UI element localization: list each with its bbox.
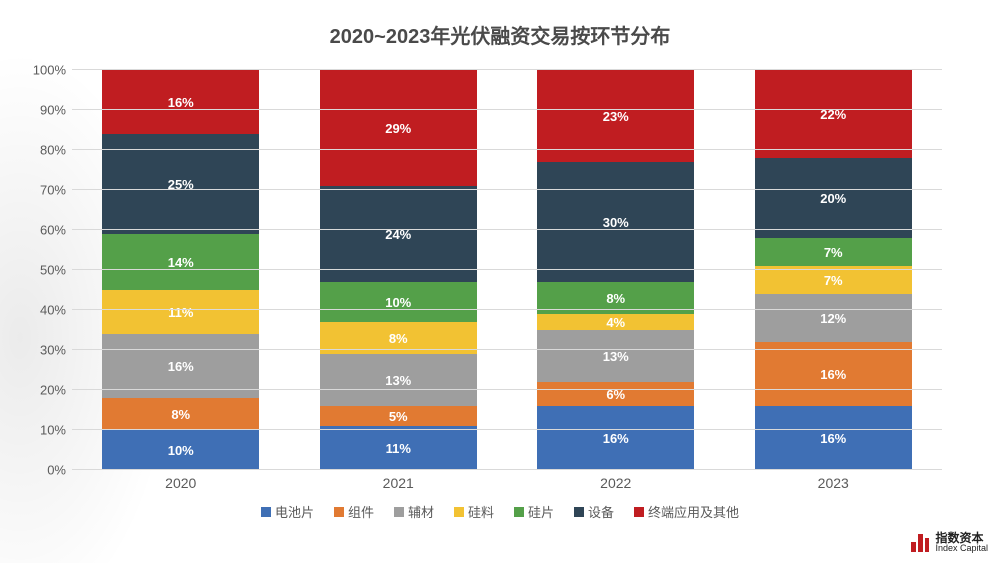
- legend-item: 组件: [334, 502, 374, 521]
- page: 2020~2023年光伏融资交易按环节分布 10%8%16%11%14%25%1…: [0, 0, 1000, 563]
- y-axis-tick-label: 90%: [24, 103, 66, 118]
- bar-segment: 7%: [755, 266, 912, 294]
- y-axis-tick-label: 50%: [24, 263, 66, 278]
- gridline: [72, 389, 942, 390]
- gridline: [72, 69, 942, 70]
- gridline: [72, 309, 942, 310]
- legend-swatch-icon: [261, 507, 271, 517]
- legend-swatch-icon: [454, 507, 464, 517]
- bar-segment: 10%: [102, 430, 259, 470]
- x-axis-tick-label: 2020: [165, 475, 196, 491]
- y-axis-tick-label: 20%: [24, 383, 66, 398]
- legend-label: 硅料: [468, 502, 494, 521]
- gridline: [72, 189, 942, 190]
- legend-item: 终端应用及其他: [634, 502, 739, 521]
- gridline: [72, 469, 942, 470]
- brand-bar: [911, 542, 916, 552]
- bar-segment: 4%: [537, 314, 694, 330]
- brand-mark-icon: [911, 534, 929, 552]
- brand-text: 指数资本 Index Capital: [935, 532, 988, 553]
- bar-segment: 13%: [537, 330, 694, 382]
- x-axis-tick-label: 2023: [818, 475, 849, 491]
- legend-label: 硅片: [528, 502, 554, 521]
- y-axis-tick-label: 10%: [24, 423, 66, 438]
- bar-segment: 10%: [320, 282, 477, 322]
- chart-x-axis-labels: 2020 2021 2022 2023: [72, 475, 942, 495]
- legend-label: 终端应用及其他: [648, 502, 739, 521]
- y-axis-tick-label: 40%: [24, 303, 66, 318]
- gridline: [72, 429, 942, 430]
- gridline: [72, 349, 942, 350]
- bar-segment: 6%: [537, 382, 694, 406]
- legend-label: 组件: [348, 502, 374, 521]
- bar-column: 10%8%16%11%14%25%16%: [102, 70, 259, 470]
- x-axis-tick-label: 2021: [383, 475, 414, 491]
- bar-segment: 20%: [755, 158, 912, 238]
- y-axis-tick-label: 80%: [24, 143, 66, 158]
- legend-item: 电池片: [261, 502, 314, 521]
- y-axis-tick-label: 70%: [24, 183, 66, 198]
- brand-bar: [925, 538, 930, 552]
- x-axis-tick-label: 2022: [600, 475, 631, 491]
- legend-swatch-icon: [334, 507, 344, 517]
- y-axis-tick-label: 60%: [24, 223, 66, 238]
- bar-segment: 30%: [537, 162, 694, 282]
- bar-segment: 24%: [320, 186, 477, 282]
- bar-segment: 16%: [755, 342, 912, 406]
- bar-segment: 11%: [102, 290, 259, 334]
- bar-segment: 16%: [537, 406, 694, 470]
- bar-segment: 11%: [320, 426, 477, 470]
- chart-bars: 10%8%16%11%14%25%16%11%5%13%8%10%24%29%1…: [72, 70, 942, 470]
- legend-item: 辅材: [394, 502, 434, 521]
- gridline: [72, 109, 942, 110]
- gridline: [72, 229, 942, 230]
- bar-segment: 22%: [755, 70, 912, 158]
- legend-item: 硅料: [454, 502, 494, 521]
- bar-segment: 16%: [102, 70, 259, 134]
- bar-column: 16%6%13%4%8%30%23%: [537, 70, 694, 470]
- bar-column: 11%5%13%8%10%24%29%: [320, 70, 477, 470]
- bar-segment: 8%: [102, 398, 259, 430]
- brand-bar: [918, 534, 923, 552]
- brand-name-en: Index Capital: [935, 544, 988, 553]
- legend-swatch-icon: [514, 507, 524, 517]
- legend-swatch-icon: [634, 507, 644, 517]
- y-axis-tick-label: 0%: [24, 463, 66, 478]
- legend-swatch-icon: [574, 507, 584, 517]
- legend-item: 硅片: [514, 502, 554, 521]
- legend-label: 设备: [588, 502, 614, 521]
- bar-segment: 29%: [320, 70, 477, 186]
- legend-item: 设备: [574, 502, 614, 521]
- bar-segment: 16%: [755, 406, 912, 470]
- gridline: [72, 269, 942, 270]
- brand-logo: 指数资本 Index Capital: [911, 532, 988, 553]
- bar-segment: 7%: [755, 238, 912, 266]
- legend-label: 电池片: [275, 502, 314, 521]
- y-axis-tick-label: 100%: [24, 63, 66, 78]
- legend-label: 辅材: [408, 502, 434, 521]
- chart-legend: 电池片 组件 辅材 硅料 硅片 设备 终端应用及其他: [0, 502, 1000, 521]
- bar-segment: 13%: [320, 354, 477, 406]
- bar-segment: 12%: [755, 294, 912, 342]
- y-axis-tick-label: 30%: [24, 343, 66, 358]
- bar-segment: 14%: [102, 234, 259, 290]
- chart-title: 2020~2023年光伏融资交易按环节分布: [0, 20, 1000, 49]
- chart-plot-area: 10%8%16%11%14%25%16%11%5%13%8%10%24%29%1…: [72, 70, 942, 470]
- bar-column: 16%16%12%7%7%20%22%: [755, 70, 912, 470]
- legend-swatch-icon: [394, 507, 404, 517]
- bar-segment: 5%: [320, 406, 477, 426]
- gridline: [72, 149, 942, 150]
